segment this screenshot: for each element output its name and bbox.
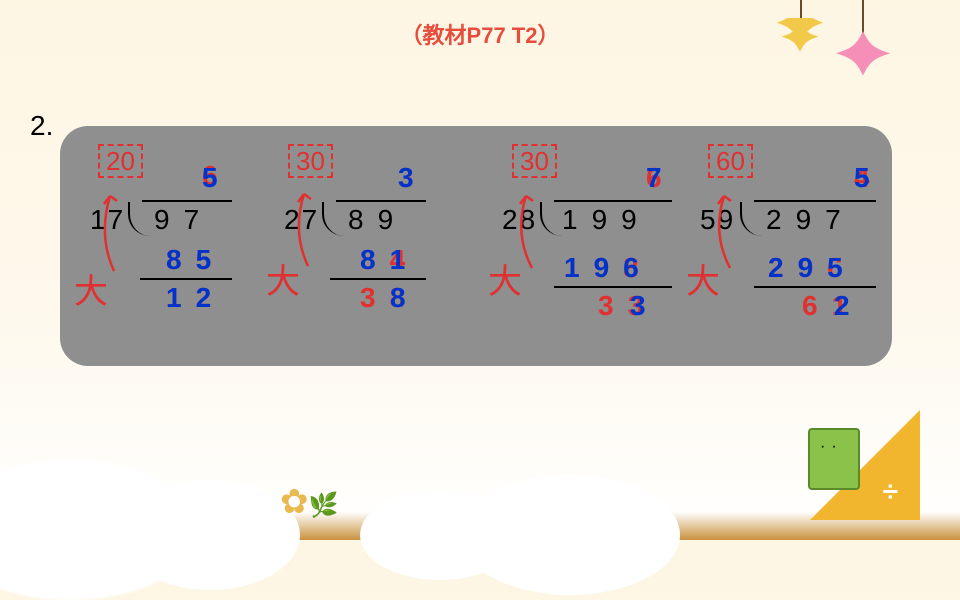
quotient-answer: 5 bbox=[854, 162, 870, 194]
remainder: 3 bbox=[630, 290, 660, 322]
deco-flower: ✿🌿 bbox=[280, 482, 338, 522]
deco-cloud bbox=[120, 480, 300, 590]
long-division-4: 60 4 5 59 297 296 295 61 2 大 bbox=[680, 126, 880, 366]
dividend: 97 bbox=[154, 204, 213, 236]
remainder: 2 bbox=[834, 290, 864, 322]
subtract-line bbox=[554, 286, 672, 288]
subtract-line bbox=[330, 278, 426, 280]
division-symbol-icon: ÷ bbox=[883, 476, 898, 508]
deco-cloud bbox=[360, 490, 520, 580]
subtract-row: 295 bbox=[768, 252, 857, 284]
quotient-answer: 3 bbox=[398, 162, 414, 194]
rounded-divisor: 30 bbox=[512, 144, 557, 178]
subtract-line bbox=[754, 286, 876, 288]
dividend: 89 bbox=[348, 204, 407, 236]
long-division-1: 20 6 5 17 97 85 85 12 12 大 bbox=[70, 126, 270, 366]
long-division-2: 30 3 3 27 89 84 81 38 8 大 bbox=[270, 126, 470, 366]
rounded-divisor: 60 bbox=[708, 144, 753, 178]
subtract-line bbox=[140, 278, 232, 280]
quotient-answer: 7 bbox=[646, 162, 662, 194]
subtract-row: 81 bbox=[360, 244, 419, 276]
hint-arrow bbox=[714, 188, 774, 274]
rounded-divisor: 30 bbox=[288, 144, 333, 178]
page-reference: （教材P77 T2） bbox=[0, 18, 960, 50]
quotient-answer: 5 bbox=[202, 162, 218, 194]
problem-panel: 20 6 5 17 97 85 85 12 12 大 30 3 3 27 89 … bbox=[60, 126, 892, 366]
subtract-row: 196 bbox=[564, 252, 653, 284]
hint-arrow bbox=[294, 186, 354, 272]
remainder: 8 bbox=[390, 282, 420, 314]
remainder: 12 bbox=[166, 282, 225, 314]
subtract-row: 85 bbox=[166, 244, 225, 276]
hint-arrow bbox=[100, 186, 160, 276]
deco-book-character bbox=[808, 428, 860, 490]
dividend: 297 bbox=[766, 204, 855, 236]
long-division-3: 30 6 7 28 199 198 196 33 3 大 bbox=[470, 126, 670, 366]
question-number: 2. bbox=[30, 110, 53, 142]
rounded-divisor: 20 bbox=[98, 144, 143, 178]
